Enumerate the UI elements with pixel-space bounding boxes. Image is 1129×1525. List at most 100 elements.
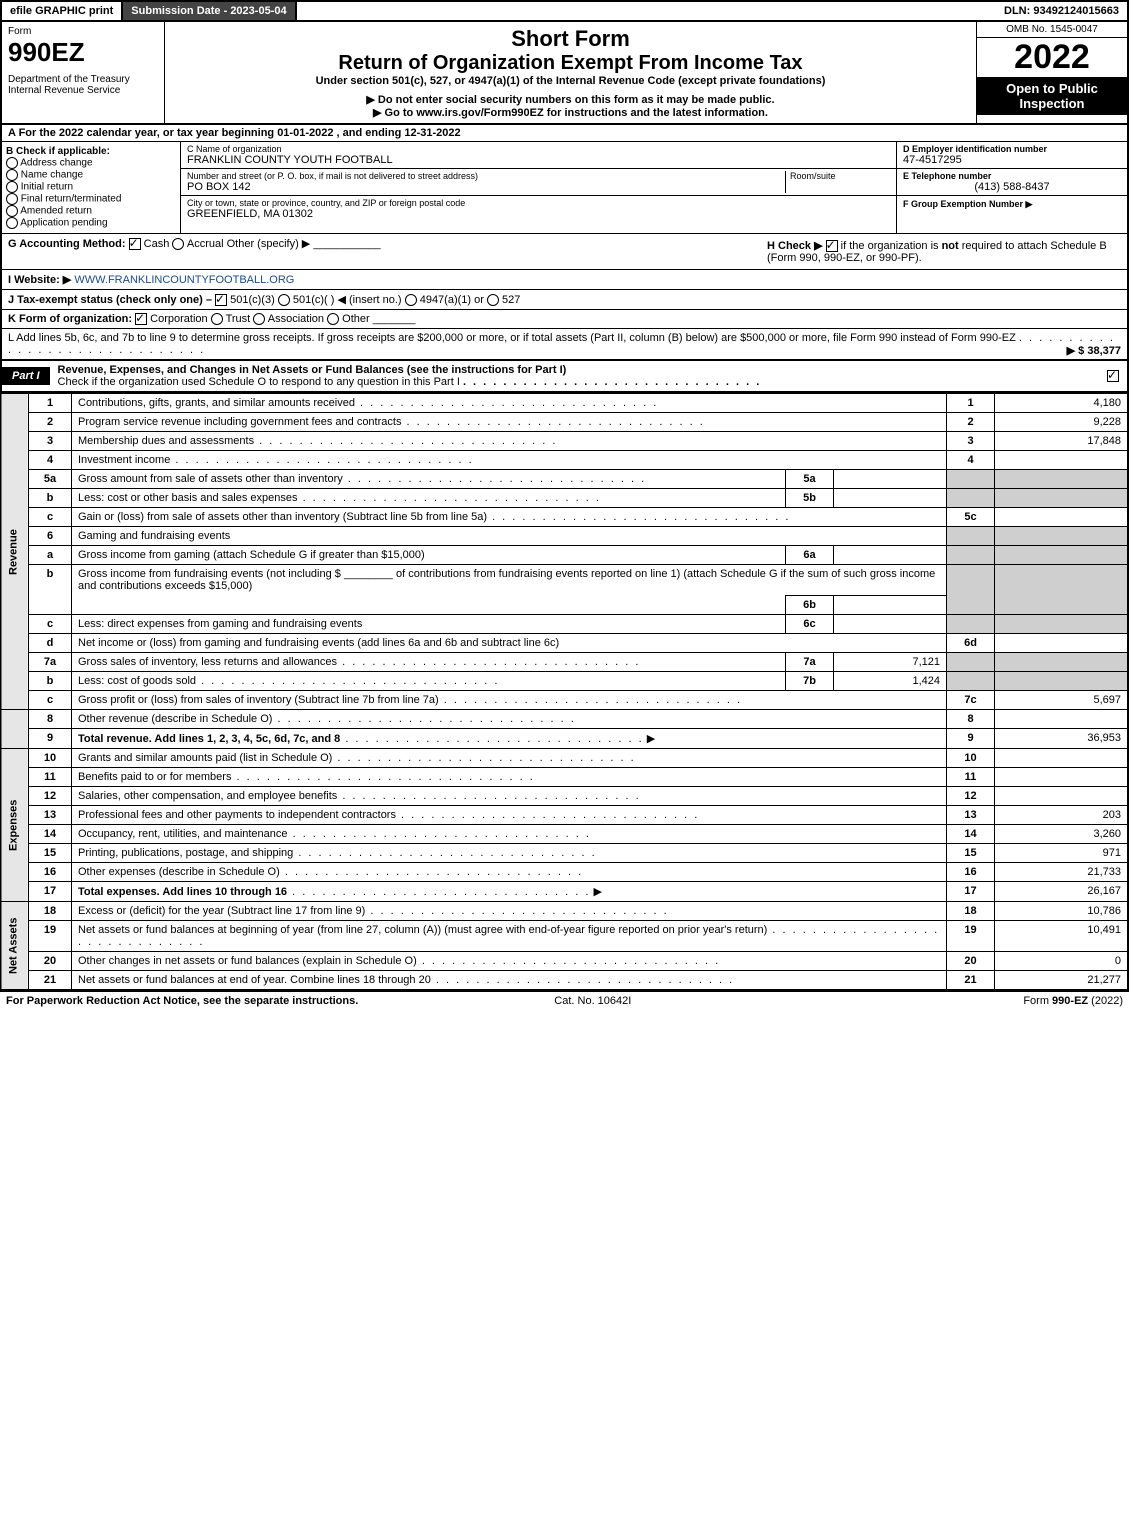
l17-val: 26,167 <box>995 882 1129 902</box>
checkbox-corporation[interactable] <box>135 313 147 325</box>
l11-no: 11 <box>29 768 72 787</box>
website-link[interactable]: WWW.FRANKLINCOUNTYFOOTBALL.ORG <box>74 274 294 286</box>
b-opt-1: Name change <box>21 170 83 181</box>
l6a-no: a <box>29 546 72 565</box>
checkbox-527[interactable] <box>487 294 499 306</box>
g-accrual: Accrual <box>187 238 224 250</box>
efile-label[interactable]: efile GRAPHIC print <box>2 2 123 20</box>
l16-val: 21,733 <box>995 863 1129 882</box>
form-label: Form <box>8 26 158 37</box>
l19-no: 19 <box>29 921 72 952</box>
l8-num: 8 <box>947 710 995 729</box>
l6b-numgrey <box>947 565 995 615</box>
l7b-no: b <box>29 672 72 691</box>
goto-link[interactable]: ▶ Go to www.irs.gov/Form990EZ for instru… <box>173 106 968 119</box>
l5b-valgrey <box>995 489 1129 508</box>
checkbox-other[interactable] <box>327 313 339 325</box>
l5b-sub: 5b <box>786 489 834 508</box>
checkbox-association[interactable] <box>253 313 265 325</box>
l16-no: 16 <box>29 863 72 882</box>
l6d-desc: Net income or (loss) from gaming and fun… <box>78 637 559 649</box>
l6c-sub: 6c <box>786 615 834 634</box>
l19-num: 19 <box>947 921 995 952</box>
l9-no: 9 <box>29 729 72 749</box>
checkbox-h[interactable] <box>826 240 838 252</box>
l20-num: 20 <box>947 952 995 971</box>
l4-desc: Investment income <box>78 454 170 466</box>
checkbox-cash[interactable] <box>129 238 141 250</box>
irs-label: Internal Revenue Service <box>8 85 158 96</box>
org-street: PO BOX 142 <box>187 181 785 193</box>
checkbox-initial-return[interactable] <box>6 181 18 193</box>
g-other: Other (specify) ▶ <box>227 238 311 250</box>
checkbox-final-return[interactable] <box>6 193 18 205</box>
l12-desc: Salaries, other compensation, and employ… <box>78 790 337 802</box>
section-gh: G Accounting Method: Cash Accrual Other … <box>0 234 1129 270</box>
l15-desc: Printing, publications, postage, and shi… <box>78 847 293 859</box>
section-def: D Employer identification number 47-4517… <box>896 142 1127 233</box>
checkbox-trust[interactable] <box>211 313 223 325</box>
l21-val: 21,277 <box>995 971 1129 990</box>
f-group-label: F Group Exemption Number ▶ <box>903 199 1032 209</box>
c-name-label: C Name of organization <box>187 144 890 154</box>
l7a-desc: Gross sales of inventory, less returns a… <box>78 656 337 668</box>
section-i-website: I Website: ▶ WWW.FRANKLINCOUNTYFOOTBALL.… <box>0 270 1129 290</box>
l21-no: 21 <box>29 971 72 990</box>
g-cash: Cash <box>144 238 170 250</box>
l3-desc: Membership dues and assessments <box>78 435 254 447</box>
bcdef-block: B Check if applicable: Address change Na… <box>0 142 1129 234</box>
checkbox-application-pending[interactable] <box>6 217 18 229</box>
checkbox-name-change[interactable] <box>6 169 18 181</box>
checkbox-501c3[interactable] <box>215 294 227 306</box>
dept-label: Department of the Treasury <box>8 74 158 85</box>
part1-title: Revenue, Expenses, and Changes in Net As… <box>50 361 1107 391</box>
l11-num: 11 <box>947 768 995 787</box>
l10-val <box>995 749 1129 768</box>
l18-desc: Excess or (deficit) for the year (Subtra… <box>78 905 365 917</box>
l18-no: 18 <box>29 902 72 921</box>
l15-num: 15 <box>947 844 995 863</box>
l13-val: 203 <box>995 806 1129 825</box>
l6-numgrey <box>947 527 995 546</box>
l5a-numgrey <box>947 470 995 489</box>
j-label: J Tax-exempt status (check only one) – <box>8 294 212 306</box>
l6a-numgrey <box>947 546 995 565</box>
checkbox-501c[interactable] <box>278 294 290 306</box>
l15-val: 971 <box>995 844 1129 863</box>
omb-number: OMB No. 1545-0047 <box>977 22 1127 38</box>
l10-num: 10 <box>947 749 995 768</box>
l12-num: 12 <box>947 787 995 806</box>
l7a-numgrey <box>947 653 995 672</box>
e-phone-label: E Telephone number <box>903 171 1121 181</box>
ssn-warning: ▶ Do not enter social security numbers o… <box>173 93 968 106</box>
checkbox-accrual[interactable] <box>172 238 184 250</box>
part1-label: Part I <box>2 367 50 385</box>
l21-num: 21 <box>947 971 995 990</box>
k-assoc: Association <box>268 313 324 325</box>
org-city: GREENFIELD, MA 01302 <box>187 208 890 220</box>
l18-val: 10,786 <box>995 902 1129 921</box>
b-opt-2: Initial return <box>21 182 73 193</box>
form-number: 990EZ <box>8 37 158 68</box>
l5a-valgrey <box>995 470 1129 489</box>
checkbox-4947[interactable] <box>405 294 417 306</box>
l12-val <box>995 787 1129 806</box>
l1-no: 1 <box>29 394 72 413</box>
header-right: OMB No. 1545-0047 2022 Open to Public In… <box>976 22 1127 123</box>
l6d-val <box>995 634 1129 653</box>
checkbox-amended-return[interactable] <box>6 205 18 217</box>
l13-num: 13 <box>947 806 995 825</box>
l14-desc: Occupancy, rent, utilities, and maintena… <box>78 828 288 840</box>
l5b-no: b <box>29 489 72 508</box>
l6b-subval <box>834 596 947 615</box>
l8-no: 8 <box>29 710 72 729</box>
l14-num: 14 <box>947 825 995 844</box>
l13-desc: Professional fees and other payments to … <box>78 809 396 821</box>
l9-desc: Total revenue. Add lines 1, 2, 3, 4, 5c,… <box>78 733 340 745</box>
l7a-valgrey <box>995 653 1129 672</box>
l5b-desc: Less: cost or other basis and sales expe… <box>78 492 298 504</box>
checkbox-schedule-o[interactable] <box>1107 370 1119 382</box>
l7c-desc: Gross profit or (loss) from sales of inv… <box>78 694 439 706</box>
l18-num: 18 <box>947 902 995 921</box>
checkbox-address-change[interactable] <box>6 157 18 169</box>
